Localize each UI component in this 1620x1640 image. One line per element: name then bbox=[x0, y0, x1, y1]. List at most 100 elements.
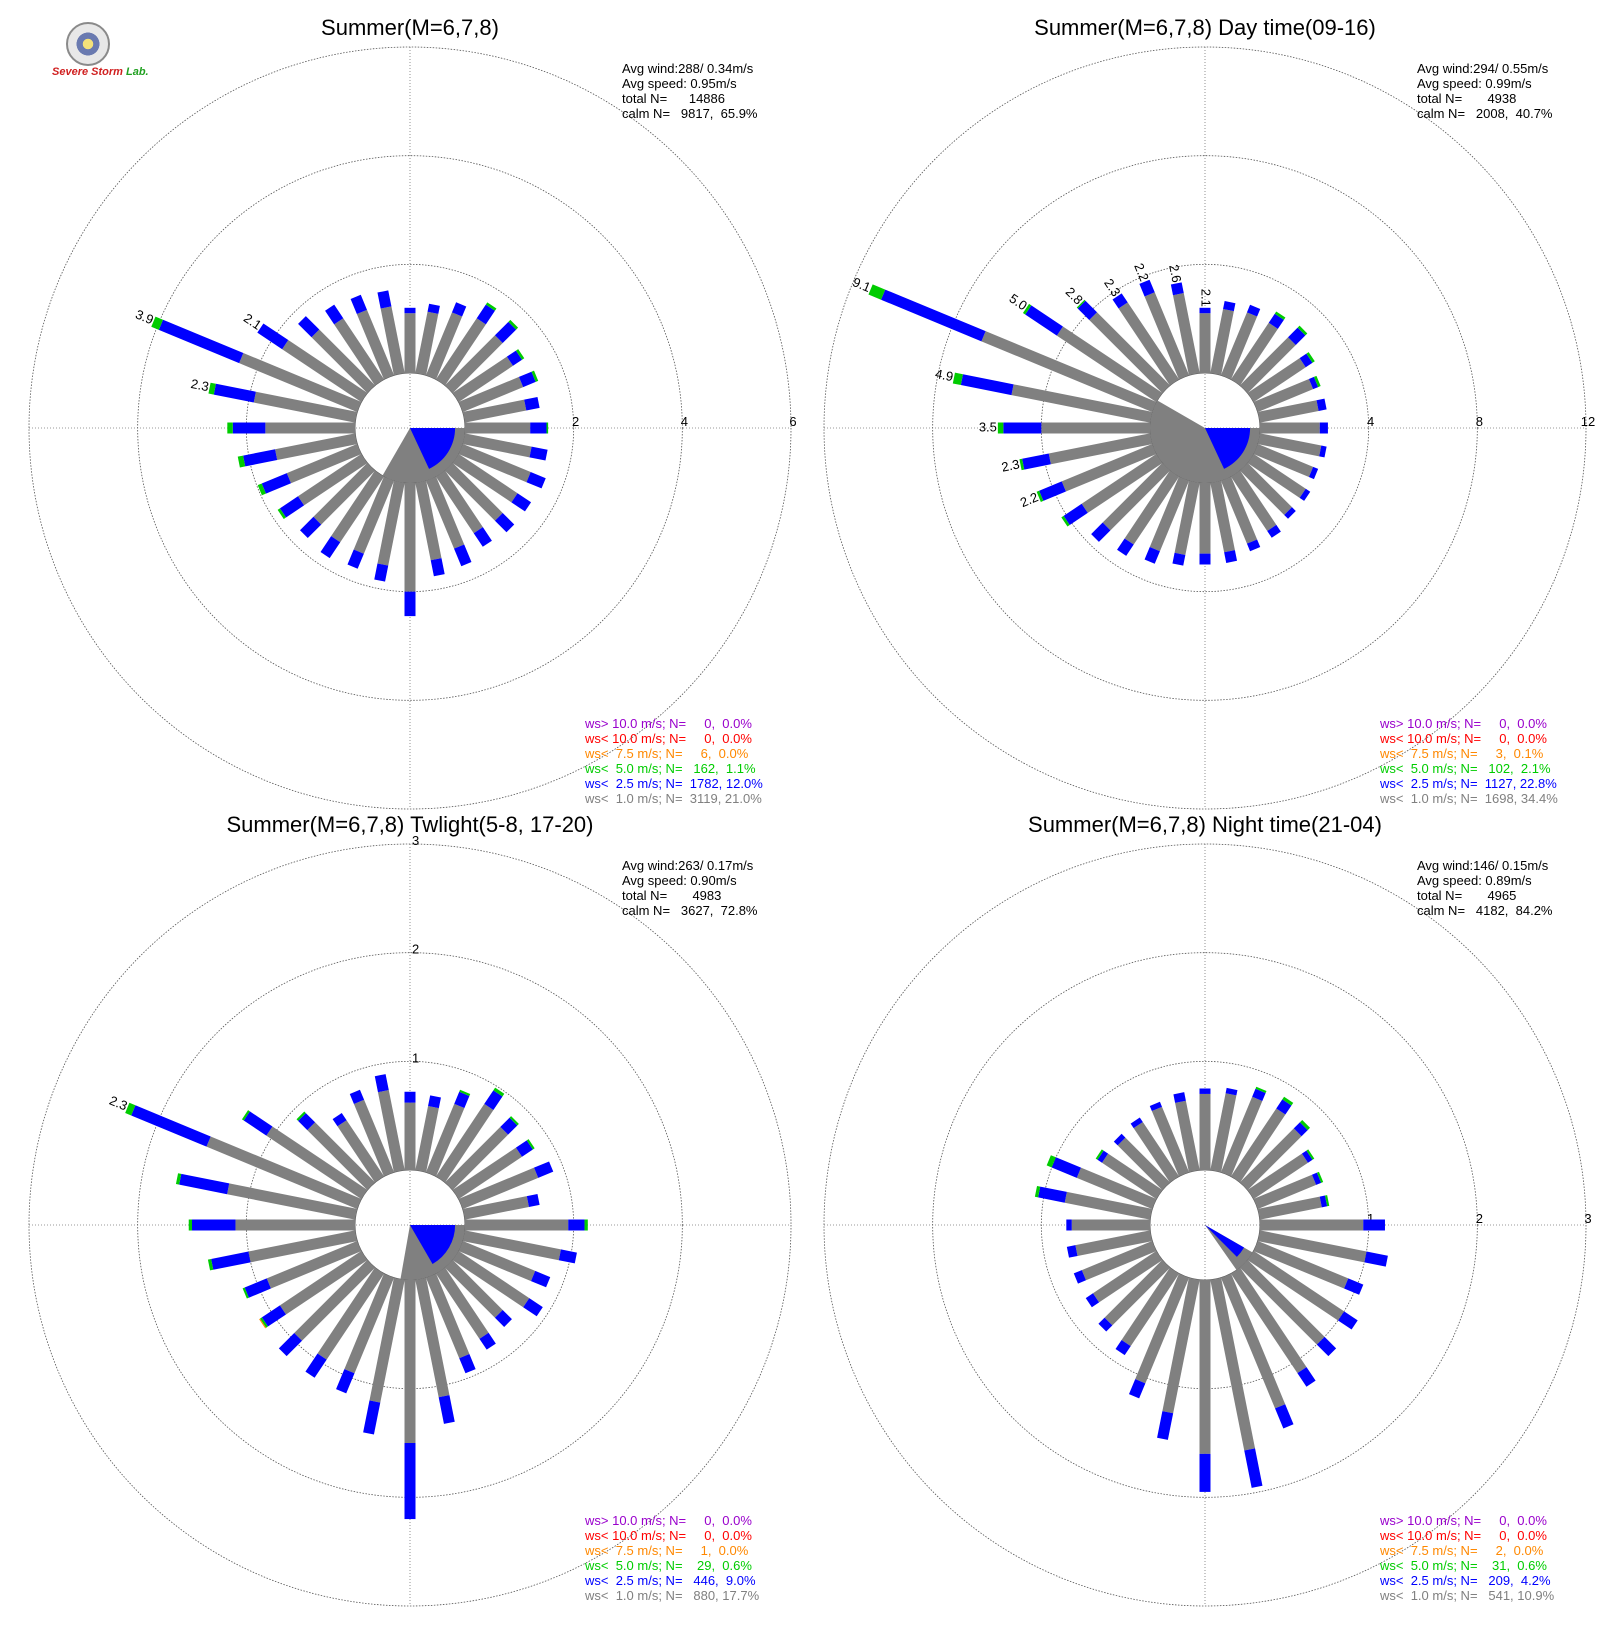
bar-segment bbox=[158, 319, 244, 364]
stats-avg-speed: Avg speed: 0.99m/s bbox=[1417, 76, 1532, 91]
bar-segment bbox=[1175, 1100, 1200, 1173]
bar-segment bbox=[515, 1140, 533, 1157]
bar-segment bbox=[1364, 1251, 1388, 1267]
bar-segment bbox=[1230, 1108, 1286, 1183]
bar-segment bbox=[404, 313, 416, 373]
bar-segment bbox=[1170, 282, 1184, 296]
bar-segment bbox=[1210, 1277, 1256, 1451]
direction-bar bbox=[415, 1095, 441, 1173]
bar-segment bbox=[1157, 1411, 1174, 1440]
direction-bar bbox=[404, 307, 416, 373]
bar-segment bbox=[1306, 352, 1315, 363]
legend-entry: ws< 5.0 m/s; N= 31, 0.6% bbox=[1379, 1558, 1547, 1573]
direction-bar bbox=[1046, 1155, 1157, 1210]
bar-segment bbox=[377, 480, 405, 566]
ring-tick-label: 2 bbox=[1476, 1211, 1483, 1226]
bar-segment bbox=[1220, 1273, 1286, 1409]
bar-segment bbox=[207, 1258, 214, 1271]
bar-segment bbox=[997, 422, 1004, 434]
direction-bar bbox=[435, 1267, 496, 1350]
bar-segment bbox=[311, 329, 375, 393]
range-ring bbox=[932, 155, 1478, 701]
bar-segment bbox=[278, 1332, 303, 1357]
bar-segment bbox=[494, 512, 515, 533]
bar-segment bbox=[1297, 325, 1308, 336]
legend-entry: ws< 1.0 m/s; N= 880, 17.7% bbox=[584, 1588, 760, 1603]
ring-tick-label: 2 bbox=[572, 414, 579, 429]
direction-bar bbox=[452, 349, 525, 403]
direction-bar bbox=[1253, 1171, 1324, 1210]
bar-segment bbox=[1128, 1379, 1146, 1399]
legend-entry: ws> 10.0 m/s; N= 0, 0.0% bbox=[1379, 1513, 1547, 1528]
bar-segment bbox=[298, 1113, 316, 1131]
bar-segment bbox=[546, 422, 549, 434]
bar-segment bbox=[1162, 1277, 1200, 1414]
bar-segment bbox=[1135, 1273, 1190, 1384]
bar-segment bbox=[275, 433, 358, 461]
direction-bar bbox=[1253, 443, 1319, 480]
bar-segment bbox=[1246, 539, 1261, 552]
bar-segment bbox=[454, 544, 472, 567]
direction-bar bbox=[435, 470, 492, 547]
direction-bar bbox=[445, 463, 515, 533]
bar-segment bbox=[1316, 1336, 1337, 1357]
wind-rose-panel: Summer(M=6,7,8) Night time(21-04) 1 2 3 Avg … bbox=[823, 812, 1592, 1607]
range-ring bbox=[137, 952, 683, 1498]
bar-segment bbox=[1288, 327, 1306, 345]
direction-bar bbox=[1199, 1088, 1211, 1170]
legend-entry: ws< 7.5 m/s; N= 1, 0.0% bbox=[584, 1543, 749, 1558]
direction-bar bbox=[435, 1087, 505, 1183]
bar-value-label: 2.6 bbox=[1166, 263, 1184, 284]
bar-segment bbox=[445, 1126, 509, 1190]
bar-segment bbox=[1274, 311, 1286, 320]
ring-tick-label: 4 bbox=[681, 414, 688, 429]
direction-bar bbox=[1257, 1230, 1388, 1267]
direction-bar bbox=[1115, 1267, 1180, 1356]
direction-bar bbox=[1247, 1250, 1358, 1330]
bar-segment bbox=[363, 1400, 381, 1435]
bar-segment bbox=[213, 383, 256, 403]
direction-bar bbox=[1199, 1280, 1211, 1492]
bar-segment bbox=[1081, 453, 1163, 513]
bar-segment bbox=[227, 422, 233, 434]
direction-bar bbox=[404, 483, 416, 617]
direction-bar bbox=[320, 470, 385, 559]
bar-segment bbox=[377, 1090, 405, 1173]
direction-bar bbox=[1257, 433, 1327, 458]
bar-segment bbox=[1284, 507, 1296, 519]
wind-rose-panel: Summer(M=6,7,8) Twlight(5-8, 17-20) 1 2 3 2.… bbox=[28, 812, 792, 1607]
bar-segment bbox=[1022, 453, 1051, 470]
bar-segment bbox=[1325, 1195, 1330, 1207]
bar-segment bbox=[1257, 1196, 1322, 1220]
direction-bar bbox=[445, 319, 519, 393]
stats-avg-wind: Avg wind:288/ 0.34m/s bbox=[622, 61, 754, 76]
bar-segment bbox=[960, 374, 1014, 396]
chart-title: Summer(M=6,7,8) bbox=[321, 15, 499, 40]
bar-segment bbox=[404, 591, 416, 617]
bar-segment bbox=[353, 476, 395, 554]
bar-segment bbox=[1316, 1171, 1324, 1183]
direction-bar bbox=[296, 1111, 375, 1190]
ring-tick-label: 4 bbox=[1367, 414, 1374, 429]
bar-segment bbox=[952, 372, 963, 386]
bar-segment bbox=[518, 371, 536, 388]
bar-segment bbox=[350, 294, 368, 315]
bar-segment bbox=[458, 376, 524, 413]
range-ring bbox=[823, 46, 1587, 810]
bar-segment bbox=[445, 463, 503, 521]
bar-segment bbox=[568, 1219, 585, 1231]
bar-segment bbox=[1246, 304, 1261, 317]
bar-segment bbox=[325, 304, 344, 325]
direction-bar bbox=[465, 422, 549, 434]
bar-segment bbox=[404, 483, 416, 592]
direction-bar bbox=[1247, 453, 1311, 501]
bar-segment bbox=[1223, 301, 1236, 312]
bar-segment bbox=[1022, 303, 1032, 315]
bar-segment bbox=[452, 356, 513, 403]
legend-entry: ws< 1.0 m/s; N= 1698, 34.4% bbox=[1379, 791, 1558, 806]
bar-segment bbox=[479, 1332, 496, 1350]
bar-segment bbox=[313, 463, 375, 525]
bar-segment bbox=[430, 558, 445, 577]
bar-segment bbox=[1240, 1128, 1302, 1190]
